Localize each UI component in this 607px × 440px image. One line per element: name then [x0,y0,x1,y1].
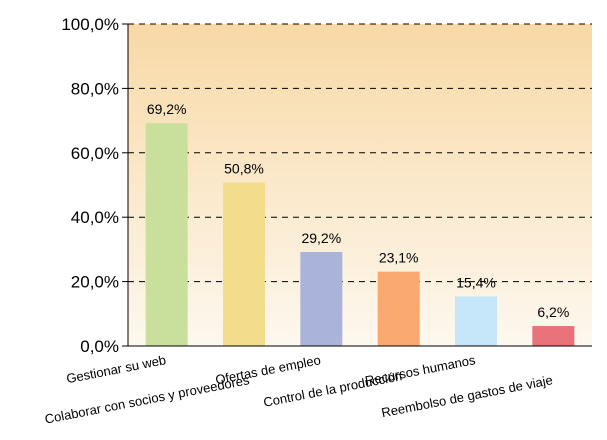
bar [223,182,265,346]
data-label: 23,1% [379,250,419,266]
y-tick-label: 40,0% [71,208,119,227]
data-label: 69,2% [147,101,187,117]
x-tick-label: Gestionar su web [65,352,167,386]
y-tick-label: 80,0% [71,79,119,98]
y-tick-label: 0,0% [80,337,119,356]
x-tick-label: Recursos humanos [364,352,477,388]
data-label: 15,4% [456,274,496,290]
bar [455,296,497,346]
y-tick-label: 100,0% [61,15,119,34]
axes: 0,0% 20,0% 40,0% 60,0% 80,0% 100,0% [61,15,592,356]
bar [532,326,575,346]
bars [145,123,575,347]
bar [300,251,343,346]
data-label: 6,2% [537,304,569,320]
y-tick-label: 60,0% [71,144,119,163]
data-label: 50,8% [224,160,264,176]
y-tick-label: 20,0% [71,273,119,292]
x-tick-label: Ofertas de empleo [214,352,322,387]
data-label: 29,2% [301,230,341,246]
bar [377,271,420,346]
gridlines [128,23,592,283]
plot-area [128,24,592,346]
bar [145,123,188,347]
